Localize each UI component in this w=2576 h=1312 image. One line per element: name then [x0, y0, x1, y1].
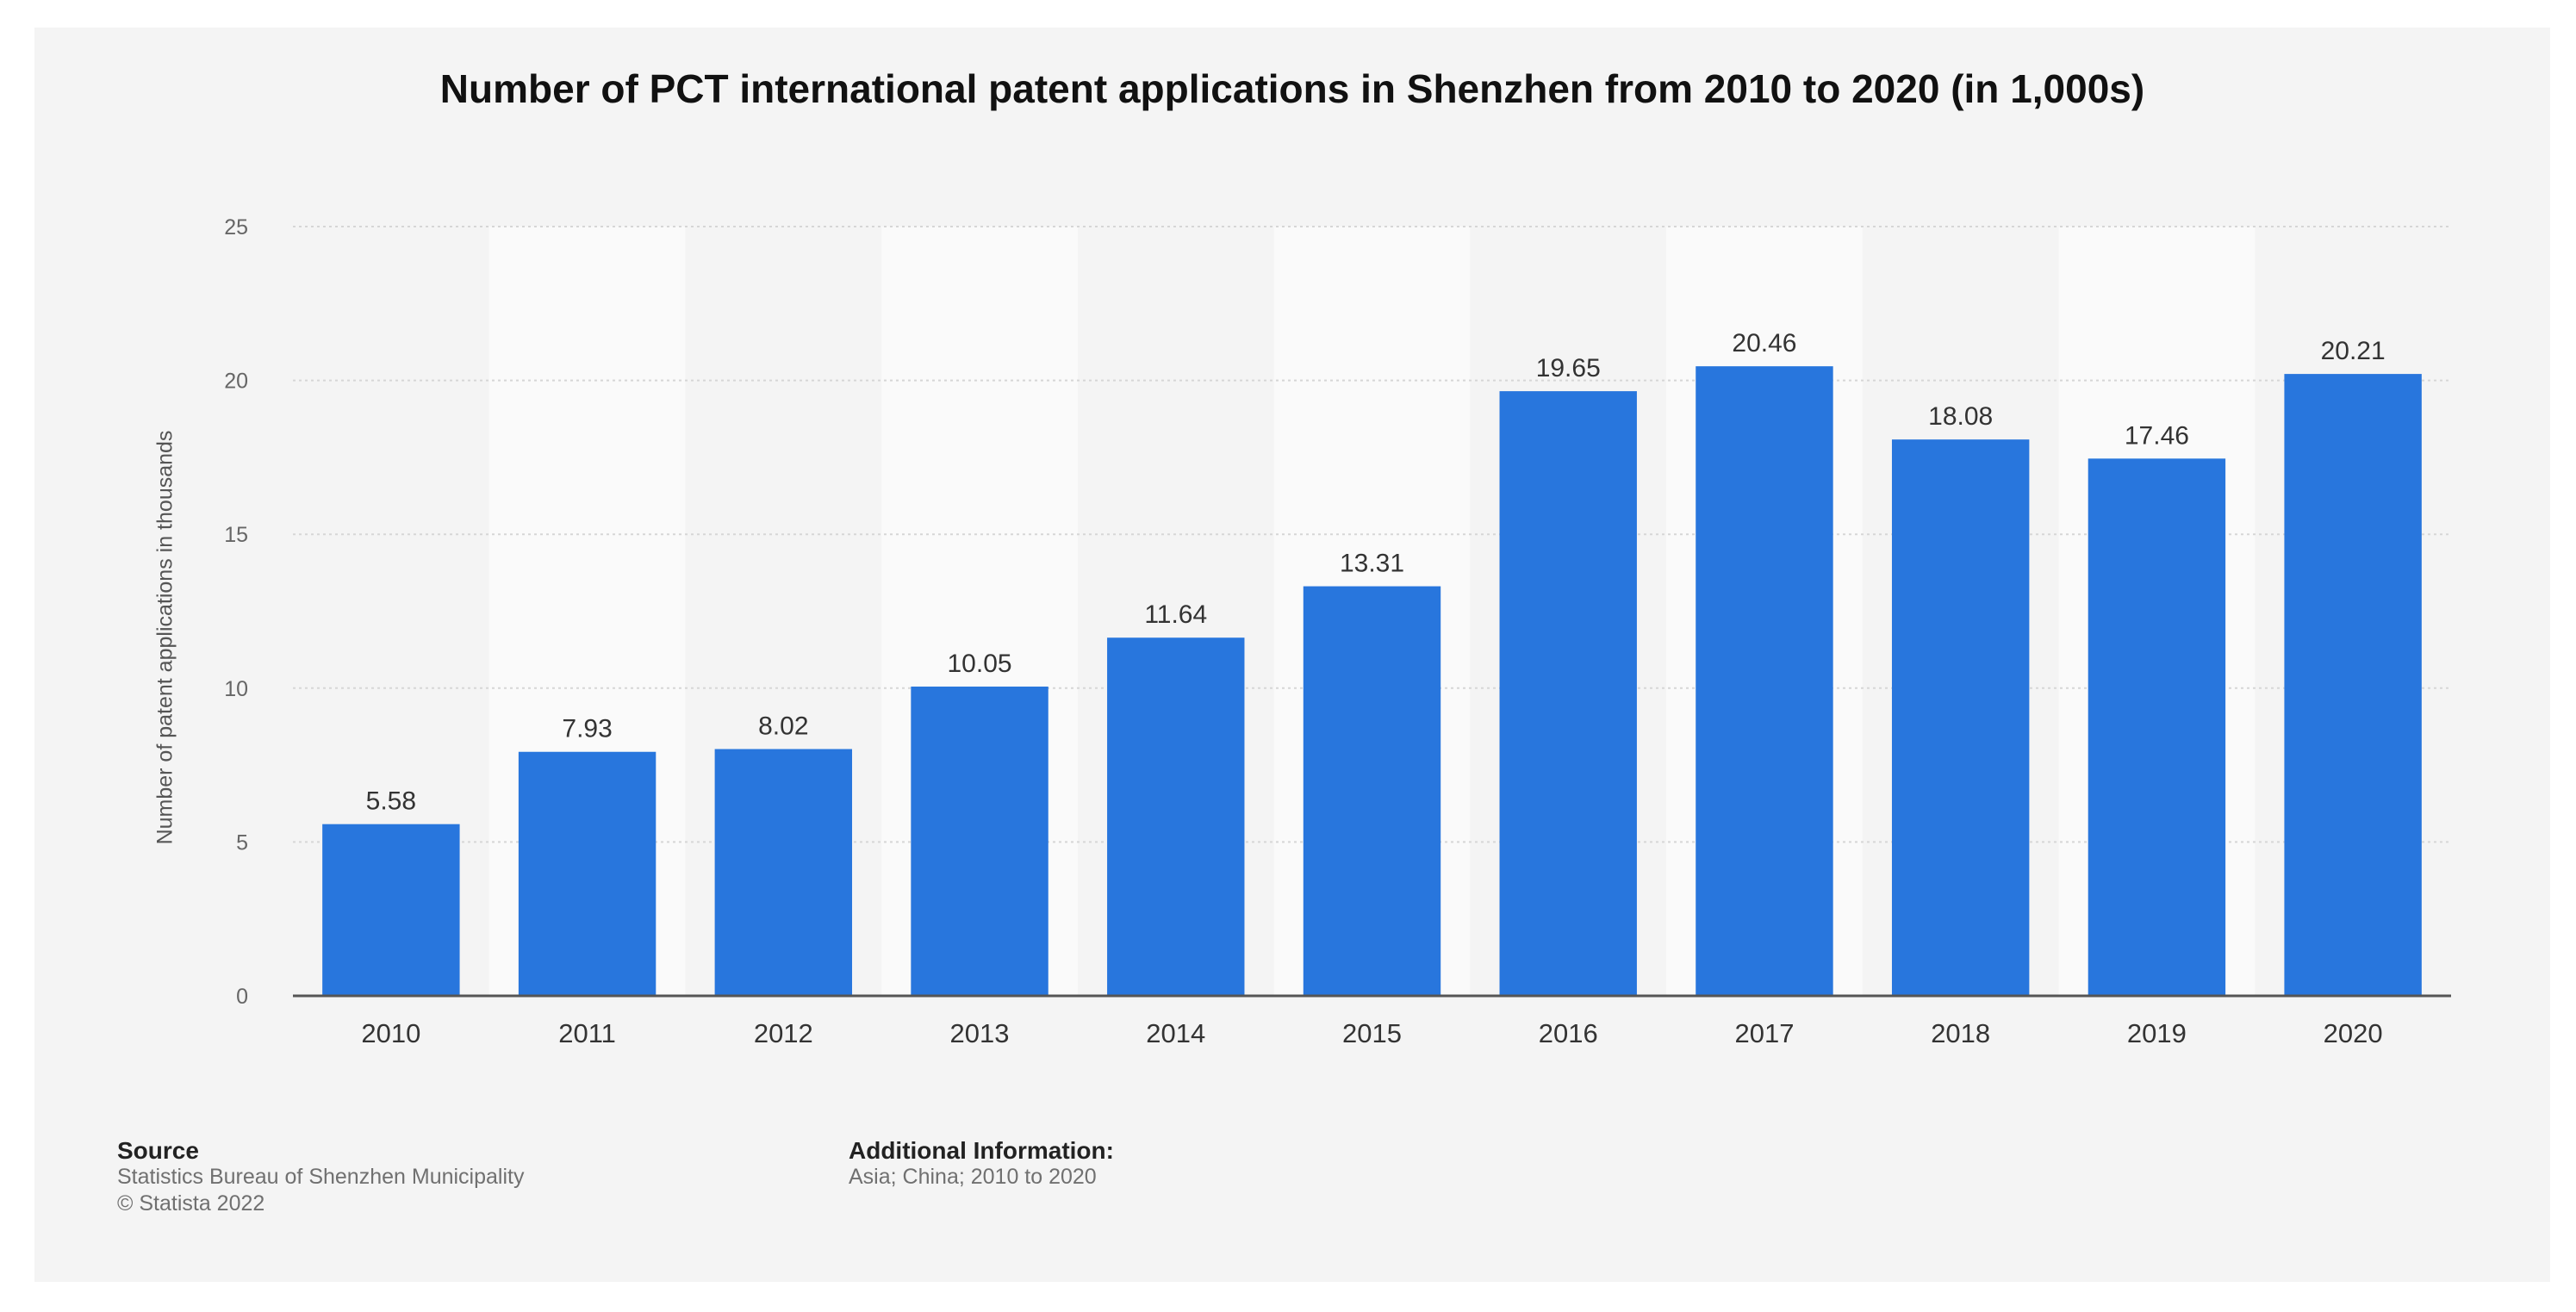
y-tick-label: 20 [224, 370, 248, 394]
x-tick-label: 2016 [1539, 1018, 1598, 1048]
bar [518, 751, 656, 996]
y-tick-label: 25 [224, 215, 248, 239]
data-label: 8.02 [758, 712, 808, 741]
data-label: 10.05 [948, 650, 1012, 678]
x-tick-label: 2017 [1734, 1018, 1794, 1048]
bar [2284, 374, 2422, 997]
data-label: 19.65 [1536, 354, 1601, 382]
additional-info-heading: Additional Information: [849, 1137, 1114, 1164]
data-label: 13.31 [1340, 550, 1404, 578]
y-tick-label: 5 [236, 830, 248, 855]
x-tick-label: 2013 [950, 1018, 1010, 1048]
x-tick-label: 2020 [2324, 1018, 2383, 1048]
x-tick-label: 2010 [361, 1018, 420, 1048]
chart-title: Number of PCT international patent appli… [439, 66, 2145, 111]
bar [1303, 586, 1441, 996]
x-tick-label: 2019 [2127, 1018, 2187, 1048]
bar [1696, 366, 1833, 996]
chart-panel: Number of PCT international patent appli… [34, 28, 2550, 1282]
x-tick-label: 2015 [1342, 1018, 1402, 1048]
data-label: 7.93 [562, 715, 612, 743]
x-tick-label: 2012 [754, 1018, 813, 1048]
y-tick-label: 0 [236, 985, 248, 1009]
x-tick-label: 2018 [1931, 1018, 1990, 1048]
additional-info-text: Asia; China; 2010 to 2020 [849, 1165, 1097, 1189]
bar [911, 687, 1048, 996]
data-label: 5.58 [366, 787, 416, 816]
additional-info-block: Additional Information: Asia; China; 201… [849, 1137, 1114, 1191]
bar [2088, 458, 2226, 996]
source-block: Source Statistics Bureau of Shenzhen Mun… [117, 1137, 524, 1217]
data-label: 11.64 [1144, 600, 1207, 629]
data-label: 20.46 [1732, 329, 1796, 358]
data-label: 18.08 [1928, 402, 1993, 431]
bar [1107, 637, 1245, 996]
y-tick-label: 10 [224, 677, 248, 701]
source-text: Statistics Bureau of Shenzhen Municipali… [117, 1165, 525, 1189]
bar [1891, 439, 2030, 997]
data-label: 20.21 [2321, 337, 2386, 365]
copyright-text: © Statista 2022 [117, 1191, 265, 1216]
bar [1499, 391, 1637, 996]
x-tick-label: 2011 [558, 1018, 616, 1048]
bar [322, 824, 460, 996]
bar-chart: 0 5 10 15 20 25 5.58 2010 7.93 2011 8.02 2012 10.05 2… [224, 215, 2451, 1048]
source-heading: Source [117, 1137, 199, 1164]
y-tick-label: 15 [224, 523, 248, 547]
x-tick-label: 2014 [1146, 1018, 1205, 1048]
data-label: 17.46 [2125, 421, 2189, 450]
bar [714, 749, 853, 996]
